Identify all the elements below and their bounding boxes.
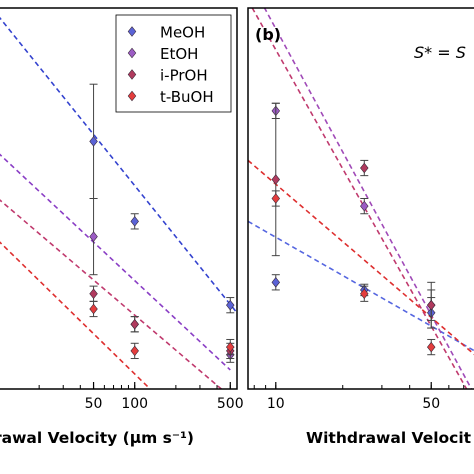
x-tick-label: 50	[85, 396, 103, 412]
data-point-etoh	[360, 200, 369, 212]
data-point-i-proh	[271, 174, 281, 185]
fit-line-i-proh	[0, 199, 223, 389]
data-point-t-buoh	[427, 341, 436, 353]
data-point-t-buoh	[360, 288, 369, 300]
x-tick-label: 50	[422, 396, 440, 412]
data-point-i-proh	[89, 288, 98, 300]
legend-marker-etoh	[127, 47, 137, 59]
panel-b-label: (b)	[255, 25, 281, 44]
panel-a-x-ticks: 50 100 500	[38, 382, 244, 412]
panel-a-frame	[0, 7, 238, 390]
panel-b: 10 50 (b) S* = S Withdrawal Velocit	[247, 7, 474, 447]
data-point-i-proh	[130, 318, 139, 330]
data-point-i-proh	[427, 299, 436, 311]
panel-a-x-axis-label: rawal Velocity (μm s⁻¹)	[0, 429, 194, 447]
legend-label-t-buoh: t-BuOH	[160, 88, 214, 106]
data-point-meoh	[271, 277, 281, 288]
panel-b-x-axis-label: Withdrawal Velocit	[306, 429, 472, 447]
legend-marker-i-proh	[127, 69, 137, 80]
panel-b-points	[271, 102, 436, 356]
data-point-meoh	[130, 216, 139, 227]
panel-a: 50 100 500 MeOH EtOH i-PrOH t-BuOH rawal Velo…	[0, 7, 244, 447]
data-point-t-buoh	[130, 345, 139, 357]
legend-marker-meoh	[127, 26, 137, 37]
fit-line-t-buoh	[248, 159, 474, 356]
panel-b-frame	[247, 7, 474, 390]
x-tick-label: 500	[217, 396, 244, 412]
data-point-t-buoh	[271, 193, 281, 204]
fit-line-meoh	[0, 16, 237, 314]
panel-a-points	[89, 83, 235, 363]
x-tick-label: 100	[121, 396, 148, 412]
fit-line-t-buoh	[0, 241, 152, 389]
panel-b-x-ticks: 10 50	[253, 382, 465, 412]
fit-line-etoh	[263, 8, 473, 389]
legend-marker-t-buoh	[127, 90, 137, 102]
data-point-t-buoh	[226, 341, 235, 353]
data-point-i-proh	[360, 162, 369, 174]
legend-label-meoh: MeOH	[160, 24, 205, 42]
data-point-meoh	[89, 136, 98, 147]
data-point-etoh	[89, 231, 98, 242]
panel-a-fit-lines	[0, 16, 237, 389]
legend: MeOH EtOH i-PrOH t-BuOH	[115, 14, 232, 113]
x-tick-label: 10	[267, 396, 285, 412]
fit-line-etoh	[0, 153, 231, 371]
panel-b-annotation: S* = S	[414, 43, 466, 62]
legend-label-i-proh: i-PrOH	[160, 67, 208, 85]
legend-label-etoh: EtOH	[160, 45, 198, 63]
data-point-t-buoh	[89, 303, 98, 315]
data-point-meoh	[226, 299, 235, 311]
